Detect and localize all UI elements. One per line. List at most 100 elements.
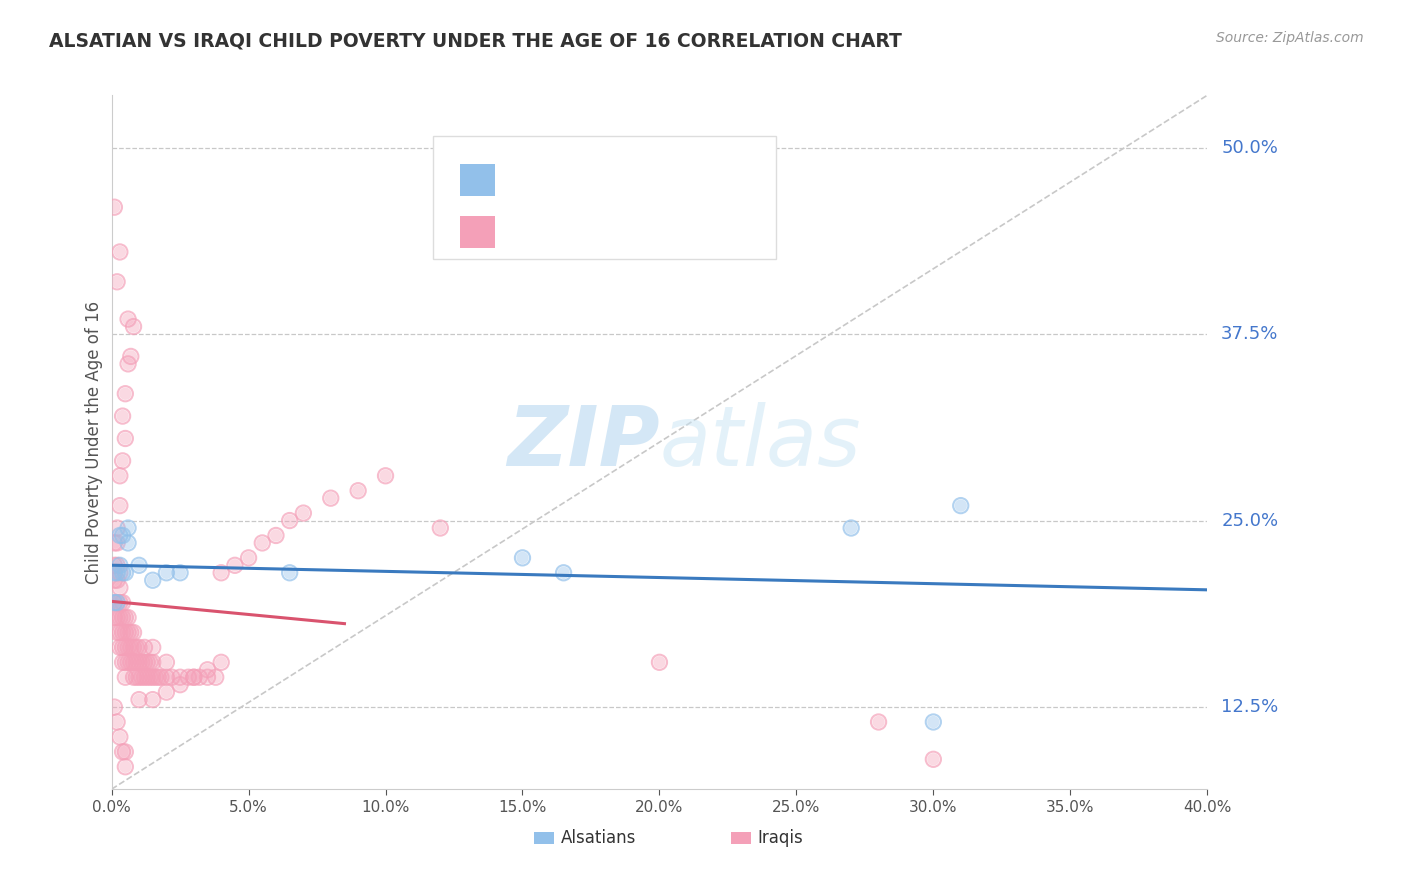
Point <box>155 670 177 684</box>
Point <box>142 640 165 655</box>
Point <box>169 566 191 580</box>
Point <box>120 625 142 640</box>
Text: 37.5%: 37.5% <box>1222 325 1278 343</box>
Text: 21: 21 <box>662 171 686 189</box>
Point <box>105 625 128 640</box>
Point <box>131 655 153 669</box>
Point <box>114 386 136 401</box>
Point <box>114 625 136 640</box>
Point <box>114 432 136 446</box>
Text: 0.242: 0.242 <box>554 223 610 241</box>
Point <box>139 655 162 669</box>
Point <box>128 655 150 669</box>
Point <box>105 596 128 610</box>
Text: 100: 100 <box>662 223 699 241</box>
Point <box>108 499 131 513</box>
Point <box>117 610 139 624</box>
Point <box>292 506 315 520</box>
Text: 50.0%: 50.0% <box>1222 138 1278 156</box>
Point <box>114 745 136 759</box>
Point <box>108 468 131 483</box>
Point <box>292 506 315 520</box>
Point <box>949 499 972 513</box>
Point <box>136 655 159 669</box>
Point <box>114 610 136 624</box>
Point <box>209 566 232 580</box>
Point <box>103 200 125 214</box>
Point <box>188 670 211 684</box>
Point <box>128 655 150 669</box>
Point <box>177 670 200 684</box>
Point <box>128 692 150 706</box>
Point <box>922 714 945 729</box>
Point <box>108 581 131 595</box>
Text: ALSATIAN VS IRAQI CHILD POVERTY UNDER THE AGE OF 16 CORRELATION CHART: ALSATIAN VS IRAQI CHILD POVERTY UNDER TH… <box>49 31 903 50</box>
Point <box>949 499 972 513</box>
Point <box>108 610 131 624</box>
Point <box>204 670 226 684</box>
Point <box>177 670 200 684</box>
Point <box>209 655 232 669</box>
Point <box>105 596 128 610</box>
Point <box>131 670 153 684</box>
Point <box>114 386 136 401</box>
Point <box>155 566 177 580</box>
Point <box>319 491 342 505</box>
Point <box>155 685 177 699</box>
Point <box>114 625 136 640</box>
Point <box>103 566 125 580</box>
Point <box>111 566 134 580</box>
Point <box>148 670 170 684</box>
Point <box>122 625 145 640</box>
Point <box>922 752 945 766</box>
Point <box>117 625 139 640</box>
Point <box>114 670 136 684</box>
Point <box>120 640 142 655</box>
Point <box>183 670 205 684</box>
Point <box>134 670 156 684</box>
Point <box>128 640 150 655</box>
Point <box>108 730 131 744</box>
Point <box>278 566 301 580</box>
Point <box>136 655 159 669</box>
Point <box>278 514 301 528</box>
Point <box>103 596 125 610</box>
Point <box>125 670 148 684</box>
Text: Source: ZipAtlas.com: Source: ZipAtlas.com <box>1216 31 1364 45</box>
Point <box>169 670 191 684</box>
Point <box>108 499 131 513</box>
Point <box>278 566 301 580</box>
Point <box>108 244 131 259</box>
Point <box>155 655 177 669</box>
Point <box>111 409 134 423</box>
Point <box>105 596 128 610</box>
Point <box>128 558 150 573</box>
Point <box>117 536 139 550</box>
Point <box>105 566 128 580</box>
Point <box>114 655 136 669</box>
Point <box>122 655 145 669</box>
Point <box>142 573 165 587</box>
Point <box>111 640 134 655</box>
Point <box>139 670 162 684</box>
Point <box>111 596 134 610</box>
Point <box>136 670 159 684</box>
Point <box>108 566 131 580</box>
Point <box>103 610 125 624</box>
Point <box>512 550 534 565</box>
Point <box>117 640 139 655</box>
Point <box>142 655 165 669</box>
Point <box>429 521 451 535</box>
Point <box>103 566 125 580</box>
Point <box>188 670 211 684</box>
Point <box>120 625 142 640</box>
Point <box>111 409 134 423</box>
Point <box>125 670 148 684</box>
Point <box>114 760 136 774</box>
Point <box>512 550 534 565</box>
Point <box>139 655 162 669</box>
Point <box>103 200 125 214</box>
Point <box>114 745 136 759</box>
Point <box>553 566 575 580</box>
Point <box>374 468 396 483</box>
